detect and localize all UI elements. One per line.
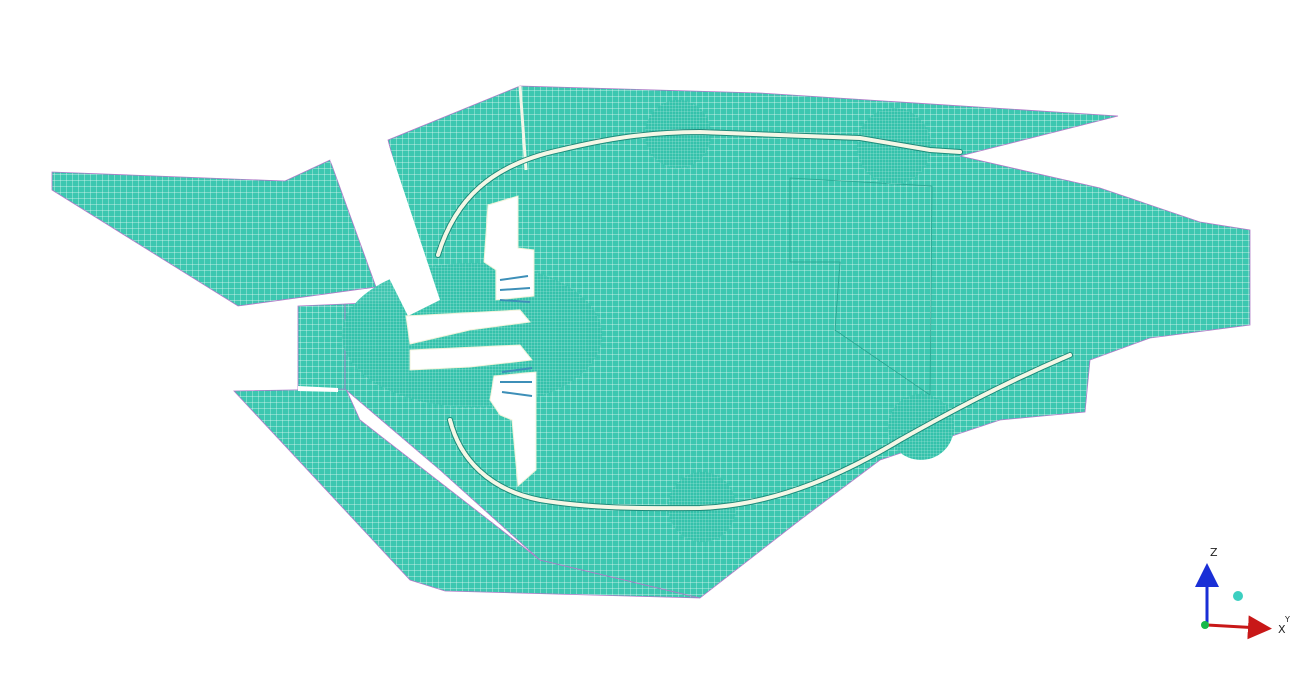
cooling-channel-lower-inner — [448, 353, 1072, 511]
y-axis-origin-icon — [1201, 621, 1209, 629]
liner-divider — [518, 85, 528, 171]
x-axis-label: X — [1278, 623, 1286, 636]
view-marker-icon — [1233, 591, 1243, 601]
combustor-body — [344, 85, 1251, 599]
x-axis-arrow-icon — [1206, 615, 1272, 640]
swirler-lower-vane — [500, 367, 533, 397]
inlet-slot-upper — [298, 295, 340, 304]
nozzle-upper-channel — [405, 309, 531, 345]
swirler-upper-vane — [499, 275, 531, 303]
coordinate-triad: Z X Y — [1195, 546, 1290, 640]
y-axis-label: Y — [1284, 615, 1290, 624]
injector-stem — [330, 137, 440, 316]
inner-outline — [789, 177, 933, 396]
swirler-refinement-zone — [342, 263, 602, 407]
swirler-lower — [489, 371, 537, 488]
swirler-upper — [483, 195, 535, 301]
cooling-channel-upper-inner — [436, 129, 962, 257]
z-axis-label: Z — [1210, 546, 1218, 559]
inlet-slot-lower — [298, 386, 338, 392]
inlet-block — [297, 303, 346, 391]
nozzle-lower-channel — [409, 344, 533, 371]
inlet-wedge-upper — [51, 159, 377, 307]
